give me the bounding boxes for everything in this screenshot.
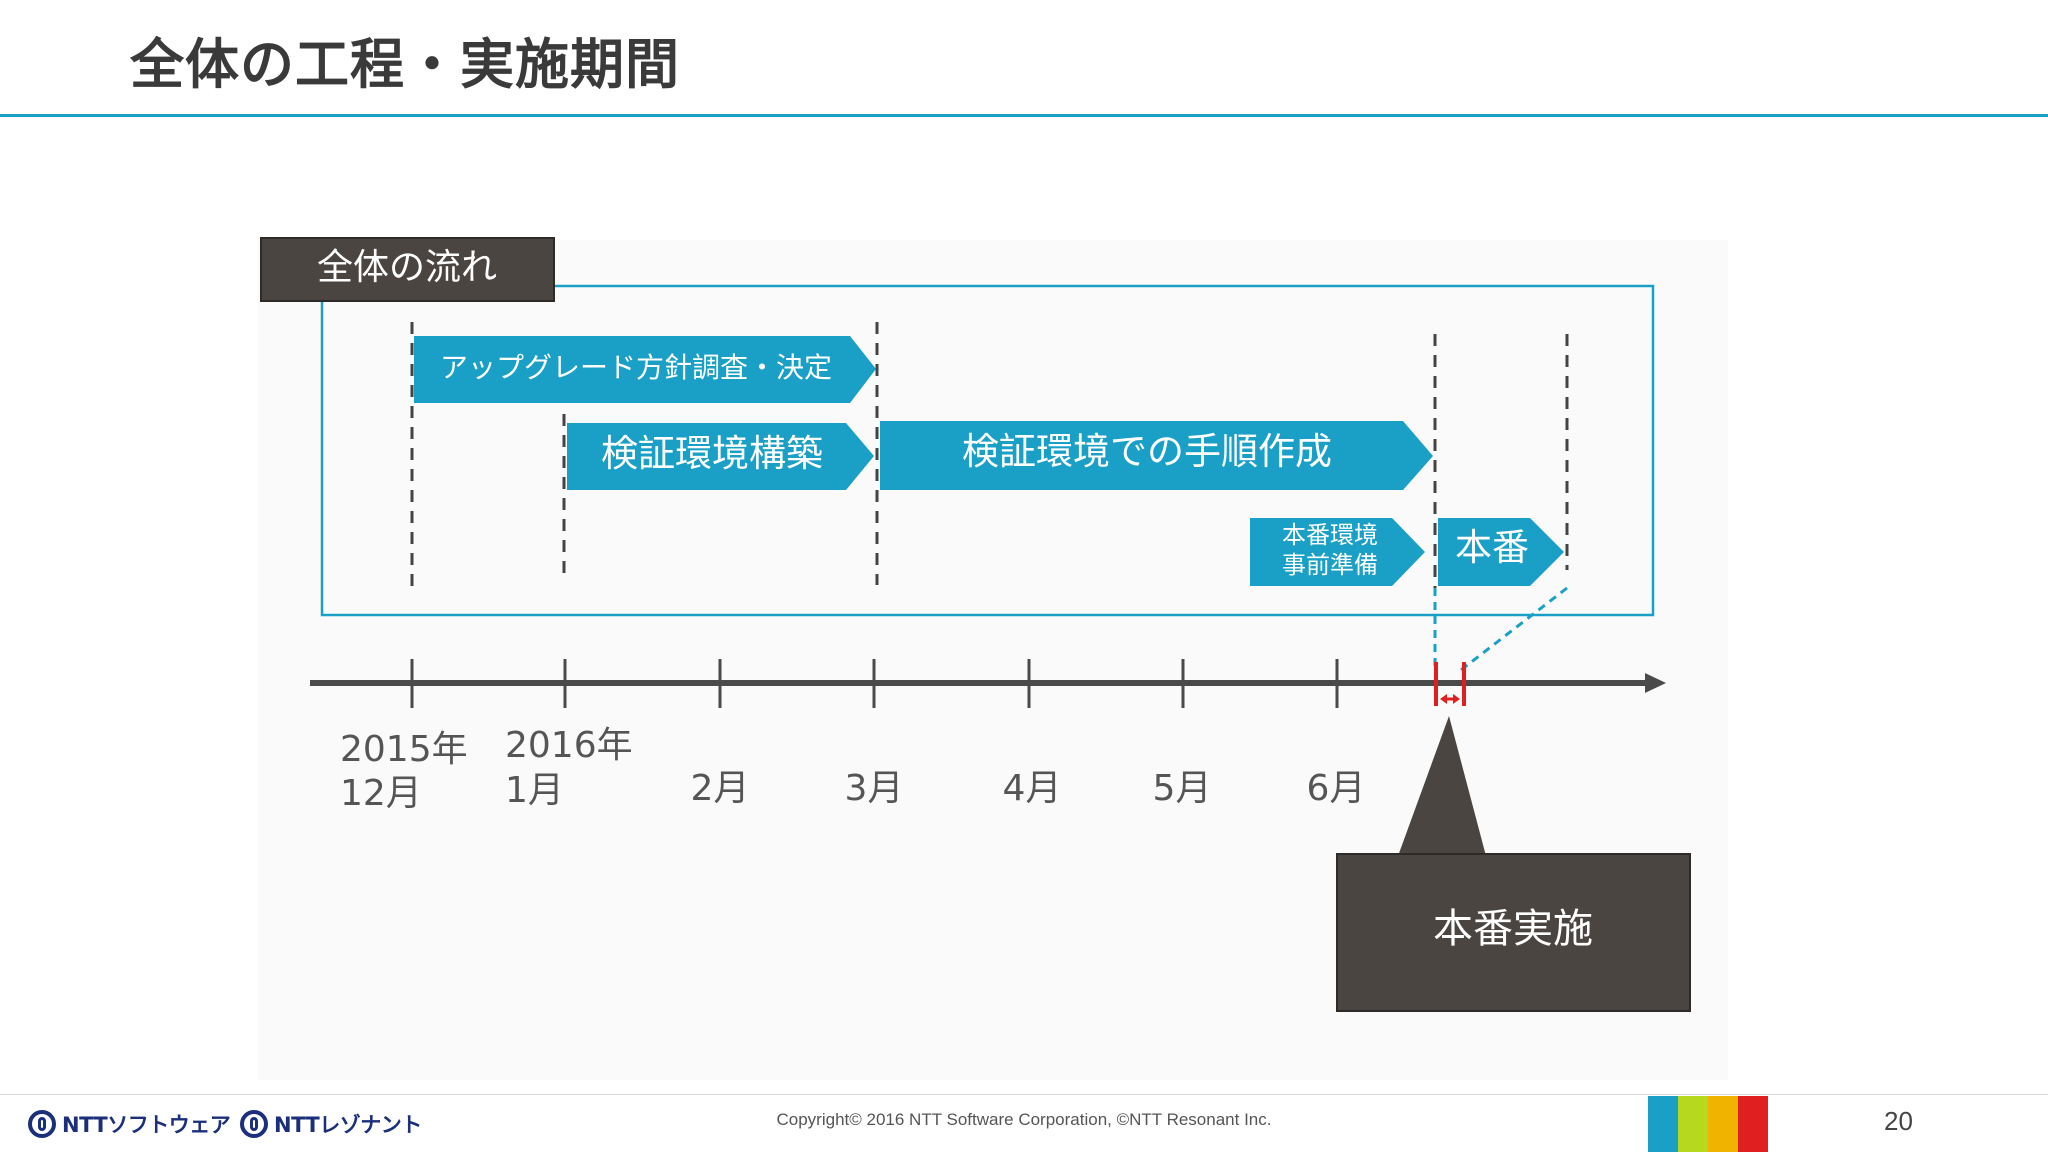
overview-label: 全体の流れ <box>317 247 497 288</box>
logo-ntt-resonant: NTTレゾナント <box>240 1108 422 1140</box>
tick-label-jan-month: 1月 <box>505 770 564 811</box>
phase-label-procedure: 検証環境での手順作成 <box>962 430 1332 473</box>
tick-label-dec-year: 2015年 <box>340 729 468 770</box>
tick-label-apr: 4月 <box>1003 768 1062 809</box>
logo-ntt-software: NTTソフトウェア <box>28 1108 231 1140</box>
phase-label-prep-line2: 事前準備 <box>1282 551 1378 579</box>
tick-label-jun: 6月 <box>1307 768 1366 809</box>
tick-label-feb: 2月 <box>691 768 750 809</box>
brand-stripe-green <box>1678 1096 1708 1152</box>
logo-ntt-resonant-text: NTTレゾナント <box>274 1113 422 1137</box>
ntt-logo-icon <box>28 1110 56 1138</box>
phase-arrow-policy <box>414 336 876 403</box>
brand-stripe-red <box>1738 1096 1768 1152</box>
production-marker <box>1434 662 1466 706</box>
timeline-arrowhead <box>1645 673 1666 693</box>
phase-arrow-prod <box>1438 518 1564 586</box>
phase-label-policy: アップグレード方針調査・決定 <box>440 351 832 384</box>
callout-pointer <box>1398 716 1486 856</box>
tick-label-mar: 3月 <box>845 768 904 809</box>
title-divider <box>0 114 2048 117</box>
ntt-logo-icon <box>240 1110 268 1138</box>
footer-divider <box>0 1094 2048 1095</box>
logo-ntt-software-text: NTTソフトウェア <box>62 1113 231 1137</box>
phase-boundaries <box>410 322 1569 590</box>
callout-box <box>1336 853 1691 1012</box>
tick-label-may: 5月 <box>1153 768 1212 809</box>
overview-frame <box>320 284 1655 617</box>
tick-label-jan-year: 2016年 <box>505 725 633 766</box>
phase-label-prep-line1: 本番環境 <box>1282 521 1378 549</box>
phase-arrow-build <box>567 423 874 490</box>
phase-label-prod: 本番 <box>1455 526 1529 569</box>
callout-label: 本番実施 <box>1433 906 1593 952</box>
overview-label-box <box>260 237 555 302</box>
brand-stripe-blue <box>1648 1096 1678 1152</box>
brand-stripe-yellow <box>1708 1096 1738 1152</box>
copyright-text: Copyright© 2016 NTT Software Corporation… <box>776 1110 1272 1129</box>
phase-arrow-prep <box>1250 518 1425 586</box>
tick-label-dec-month: 12月 <box>340 773 422 814</box>
page-number: 20 <box>1884 1106 1913 1136</box>
phase-arrow-procedure <box>880 421 1433 490</box>
page-title: 全体の工程・実施期間 <box>130 33 680 96</box>
phase-label-build: 検証環境構築 <box>601 432 823 475</box>
timeline-ticks <box>410 659 1339 708</box>
